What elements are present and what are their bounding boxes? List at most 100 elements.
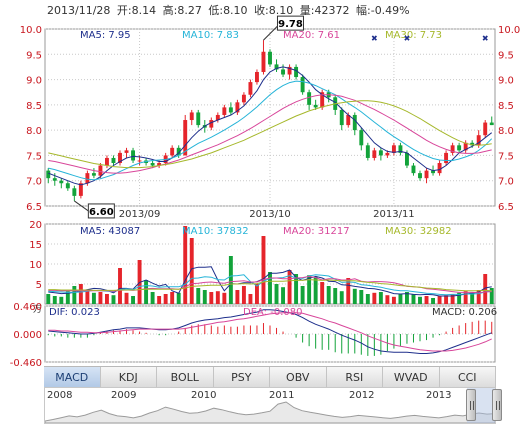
candle-body <box>372 150 377 158</box>
candle-body <box>261 51 266 72</box>
price-legend-0: MA5: 7.95 <box>80 30 131 41</box>
svg-text:2013/11/28 开:8.14: 2013/11/28 开:8.14 高:8.27 低:8.10 收:8.10 量… <box>47 3 410 17</box>
volume-bar <box>346 278 351 304</box>
tab-rsi[interactable]: RSI <box>327 367 383 387</box>
tab-cci[interactable]: CCI <box>440 367 496 387</box>
price-tick-left: 9.0 <box>26 76 42 87</box>
date-tick: 2013/09 <box>119 209 161 220</box>
tab-kdj[interactable]: KDJ <box>101 367 157 387</box>
candle-body <box>483 122 488 136</box>
candle-body <box>241 94 246 103</box>
candle-body <box>294 66 299 78</box>
header-low: 8.10 <box>223 4 248 17</box>
macd-legend-2: MACD: 0.206 <box>432 307 497 318</box>
volume-bar <box>248 294 253 304</box>
min-marker-line <box>74 200 89 212</box>
candle-body <box>437 163 442 174</box>
macd-dif-line <box>48 309 492 354</box>
min-marker-label: 6.60 <box>89 207 114 218</box>
candle-body <box>320 92 325 108</box>
max-marker-box <box>276 15 304 31</box>
max-marker-line <box>263 25 278 41</box>
candle-body <box>196 112 201 126</box>
volume-bar <box>144 280 149 304</box>
candle-body <box>46 170 51 179</box>
candle-body <box>378 150 383 156</box>
volume-panel: 5 10 15 20 万 MA5: 43087 MA10: 37832 MA20: 31217… <box>29 220 496 315</box>
volume-tick: 5 <box>36 280 42 291</box>
volume-bar <box>483 274 488 304</box>
price-tick-left: 9.5 <box>26 50 42 61</box>
tab-macd[interactable]: MACD <box>44 367 101 387</box>
volume-bar <box>72 286 77 304</box>
navigator-year-2008: 2008 <box>47 390 73 401</box>
candle-body <box>463 142 468 151</box>
candle-body <box>52 178 57 181</box>
volume-bar <box>418 296 422 304</box>
price-tick-right: 9.5 <box>498 50 514 61</box>
header-high-label: 高: <box>163 3 178 17</box>
candle-body <box>176 147 181 156</box>
tab-boll[interactable]: BOLL <box>157 367 214 387</box>
volume-bar <box>359 290 364 304</box>
candle-body <box>137 160 142 162</box>
header-close-label: 收: <box>254 3 269 17</box>
date-tick: 2013/11 <box>373 209 415 220</box>
candle-body <box>118 152 122 164</box>
candle-body <box>307 92 312 105</box>
tab-obv[interactable]: OBV <box>270 367 327 387</box>
tab-psy[interactable]: PSY <box>214 367 270 387</box>
header-high: 8.27 <box>177 4 202 17</box>
candle-body <box>352 114 357 131</box>
ma5-line <box>48 66 493 186</box>
ma20-line <box>48 94 492 174</box>
candle-body <box>431 170 435 174</box>
candle-body <box>398 145 403 153</box>
volume-legend-3: MA30: 32982 <box>385 226 452 237</box>
volume-bar <box>209 292 214 304</box>
volume-ma30-line <box>48 279 492 292</box>
candle-body <box>346 114 351 126</box>
volume-legend-1: MA10: 37832 <box>182 226 249 237</box>
header-close: 8.10 <box>269 4 294 17</box>
tab-wvad[interactable]: WVAD <box>383 367 440 387</box>
volume-bar <box>91 292 96 304</box>
volume-bar <box>398 294 403 304</box>
candle-body <box>59 180 64 184</box>
price-tick-right: 6.5 <box>498 202 514 213</box>
navigator-right-handle[interactable] <box>492 389 502 421</box>
navigator-left-handle[interactable] <box>466 389 476 421</box>
navigator-year-2010: 2010 <box>191 390 217 401</box>
candle-body <box>313 104 318 108</box>
volume-bar <box>489 288 494 304</box>
volume-bar <box>131 296 135 304</box>
volume-bar <box>424 296 429 304</box>
time-navigator[interactable]: 2008 2009 2010 2011 2012 2013 <box>44 387 496 424</box>
candle-body <box>222 107 227 115</box>
candle-body <box>339 109 344 126</box>
volume-bar <box>46 294 51 304</box>
volume-tick: 10 <box>29 260 42 271</box>
price-tick-right: 8.5 <box>498 101 514 112</box>
candle-body <box>489 122 494 126</box>
price-tick-right: 9.0 <box>498 76 514 87</box>
candle-body <box>72 188 77 196</box>
volume-bar <box>352 288 357 304</box>
volume-bar <box>444 295 449 304</box>
volume-bar <box>339 291 344 304</box>
price-tick-left: 10.0 <box>20 25 42 36</box>
volume-bar <box>261 236 266 304</box>
candle-body <box>457 145 462 151</box>
candle-body <box>385 152 390 156</box>
macd-tick: 0.460 <box>13 302 42 313</box>
volume-bar <box>268 272 272 304</box>
candle-body <box>287 66 292 75</box>
candle-body <box>255 71 259 83</box>
price-legend-2: MA20: 7.61 <box>283 30 340 41</box>
candle-body <box>444 152 449 164</box>
candle-body <box>476 135 481 146</box>
volume-bar <box>215 291 220 304</box>
candle-body <box>85 173 90 184</box>
header-change-label: 幅: <box>356 4 371 17</box>
volume-bar <box>457 292 462 304</box>
